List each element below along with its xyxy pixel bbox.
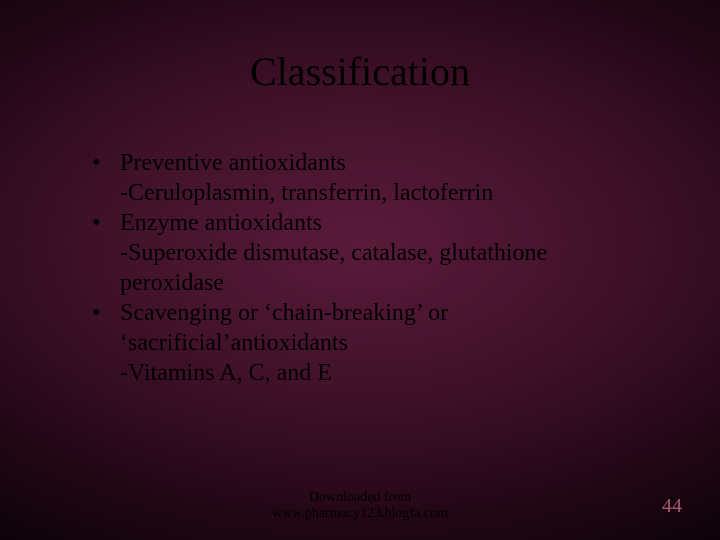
footer-line-1: Downloaded from xyxy=(0,490,720,506)
slide-title: Classification xyxy=(0,48,720,95)
bullet-item: • Preventive antioxidants xyxy=(92,148,652,178)
bullet-marker: • xyxy=(92,208,120,238)
bullet-text: Scavenging or ‘chain-breaking’ or ‘sacri… xyxy=(120,298,652,358)
bullet-subtext: -Vitamins A, C, and E xyxy=(92,358,652,388)
bullet-marker: • xyxy=(92,148,120,178)
bullet-text: Preventive antioxidants xyxy=(120,148,652,178)
page-number: 44 xyxy=(662,495,682,518)
bullet-text: Enzyme antioxidants xyxy=(120,208,652,238)
slide-body: • Preventive antioxidants -Ceruloplasmin… xyxy=(92,148,652,388)
bullet-marker: • xyxy=(92,298,120,328)
footer: Downloaded from www.pharmacy123.blogfa.c… xyxy=(0,490,720,522)
bullet-subtext: -Ceruloplasmin, transferrin, lactoferrin xyxy=(92,178,652,208)
bullet-item: • Enzyme antioxidants xyxy=(92,208,652,238)
bullet-subtext: -Superoxide dismutase, catalase, glutath… xyxy=(92,238,652,298)
bullet-item: • Scavenging or ‘chain-breaking’ or ‘sac… xyxy=(92,298,652,358)
footer-line-2: www.pharmacy123.blogfa.com xyxy=(0,506,720,522)
